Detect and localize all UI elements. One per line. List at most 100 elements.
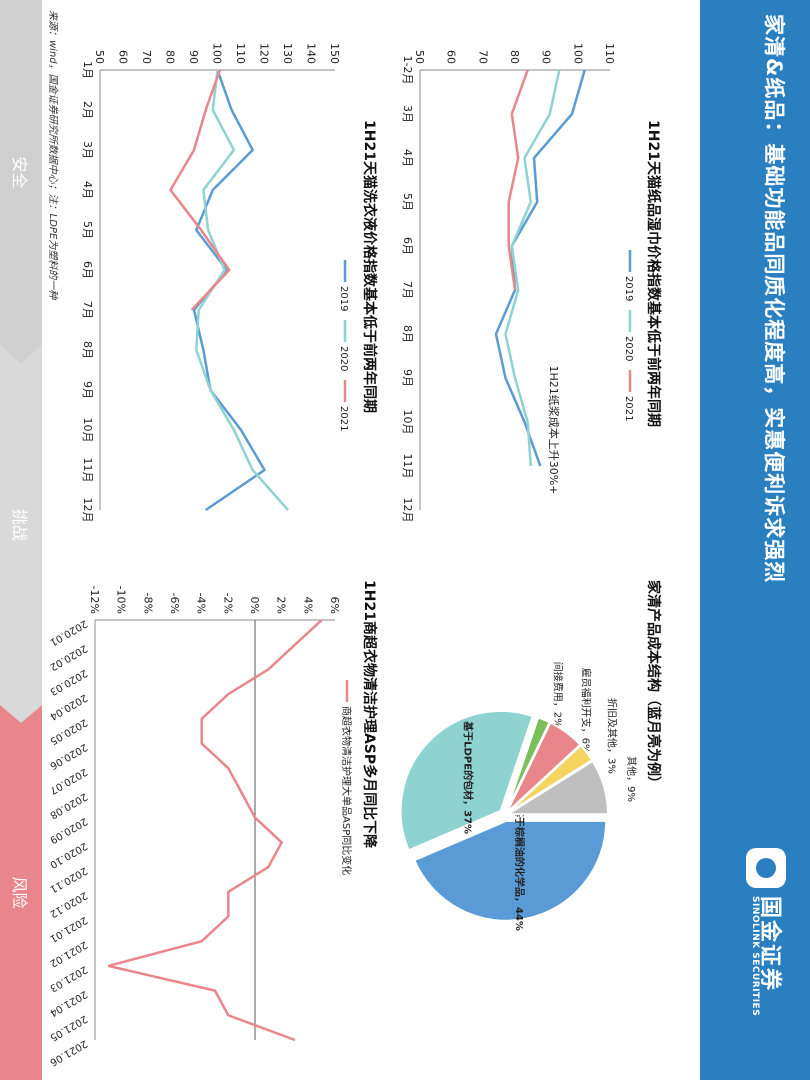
y-tick-label: -8% [141,593,154,614]
y-tick-label: 110 [603,43,616,64]
x-tick-label: 6月 [81,261,94,279]
company-logo: 国金证券 SINOLINK SECURITIES [734,848,790,1068]
y-tick-label: 2% [275,597,288,614]
asp-chart-title: 1H21商超衣物清洁护理ASP多月同比下降 [361,580,377,849]
series-line-2021 [168,69,231,311]
laundry-price-chart: 50 60 70 80 90 100 110 120 130 140 150 1月 2月 3月 4月 5月 6月… [55,20,355,540]
legend-label: 2019 [338,286,349,311]
x-tick-label: 6月 [401,237,414,255]
y-tick-label: 90 [540,50,553,64]
y-tick-label: 100 [571,43,584,64]
y-tick-label: 70 [140,50,153,64]
x-tick-label: 10月 [401,410,414,435]
pie-slice-1 [399,709,534,852]
legend-label: 2021 [338,406,349,431]
wipes-chart-svg: 50 60 70 80 90 100 110 1-2月 3月 4月 5月 6月 7月 8月 9月 10月 11月… [401,43,634,523]
y-tick-label: 50 [93,50,106,64]
y-tick-label: 120 [258,43,271,64]
y-tick-label: 150 [328,43,341,64]
x-tick-label: 8月 [401,325,414,343]
legend-label: 商超衣物清洁护理大单品ASP同比变化 [340,706,353,875]
x-tick-label: 8月 [81,341,94,359]
slide-header: 家清&纸品：基础功能品同质化程度高，实惠便利诉求强烈 国金证券 SINOLINK… [700,0,810,1080]
pie-label: 基于LDPE的包材，37% [462,720,475,834]
series-line-2019 [192,69,267,512]
y-tick-label: 130 [281,43,294,64]
x-tick-label: 3月 [401,105,414,123]
y-tick-label: -2% [221,593,234,614]
cost-structure-pie: 基于棕榈油的化学品，44% 基于LDPE的包材，37% 间接费用，2% 雇员福利开支，… [385,560,640,1070]
series-line-商超衣物清洁护理大单品ASP同比变化 [107,619,323,1042]
legend-label: 2021 [623,396,634,421]
y-tick-label: 100 [211,43,224,64]
pie-label: 雇员福利开支，6% [579,668,592,754]
logo-en-text: SINOLINK SECURITIES [750,896,760,1017]
y-tick-label: 4% [301,597,314,614]
chevron-right-icon [0,705,42,723]
y-tick-label: 60 [445,50,458,64]
y-tick-label: 140 [305,43,318,64]
x-tick-label: 4月 [401,149,414,167]
pie-slice-5 [504,759,609,816]
x-tick-label: 1月 [81,61,94,79]
source-note: 来源：wind，国金证券研究所数据中心；注：LDPE为塑料的一种 [47,10,58,300]
cost-annotation: 1H21纸浆成本上升30%+ [547,366,561,495]
series-line-2019 [494,69,586,467]
pie-label: 折旧及其他，3% [605,698,618,774]
logo-mark-icon [746,848,786,888]
y-tick-label: 70 [476,50,489,64]
y-tick-label: -6% [168,593,181,614]
slide-title: 家清&纸品：基础功能品同质化程度高，实惠便利诉求强烈 [762,14,786,584]
series-line-2020 [504,69,561,467]
x-tick-label: 1-2月 [401,56,414,85]
y-tick-label: -10% [115,586,128,614]
risk-bar: 安全 挑战 风险 [0,0,42,1080]
wipes-price-chart: 50 60 70 80 90 100 110 1-2月 3月 4月 5月 6月 7月 8月 9月 10月 11月… [385,20,640,540]
y-tick-label: 60 [117,50,130,64]
x-tick-label: 9月 [81,381,94,399]
laundry-chart-svg: 50 60 70 80 90 100 110 120 130 140 150 1月 2月 3月 4月 5月 6月… [81,43,349,523]
x-tick-label: 7月 [401,281,414,299]
x-tick-label: 5月 [81,221,94,239]
cost-chart-title: 家清产品成本结构（蓝月亮为例） [645,580,661,790]
chevron-right-icon [0,345,42,363]
x-tick-label: 12月 [81,498,94,523]
laundry-chart-title: 1H21天猫洗衣液价格指数基本低于前两年同期 [361,120,377,413]
pie-label: 其他，9% [625,756,638,802]
y-tick-label: 110 [234,43,247,64]
y-tick-label: 80 [164,50,177,64]
y-tick-label: 6% [328,597,341,614]
pie-label: 基于棕榈油的化学品，44% [513,806,526,931]
y-tick-label: 50 [413,50,426,64]
pie-slice-0 [412,819,608,922]
risk-bar-safe: 安全 [0,0,42,345]
x-tick-label: 11月 [81,458,94,483]
logo-cn-text: 国金证券 [757,896,782,993]
x-tick-label: 5月 [401,193,414,211]
asp-chart-svg: -12% -10% -8% -6% -4% -2% 0% 2% 4% 6%2020.012020.… [48,586,353,1068]
x-tick-label: 11月 [401,454,414,479]
pie-slice-4 [506,743,594,815]
x-tick-label: 7月 [81,301,94,319]
y-tick-label: 90 [187,50,200,64]
risk-bar-challenge: 挑战 [0,345,42,705]
x-tick-label: 4月 [81,181,94,199]
y-tick-label: -4% [195,593,208,614]
x-tick-label: 9月 [401,369,414,387]
y-tick-label: 80 [508,50,521,64]
legend-label: 2020 [623,336,634,361]
pie-label: 间接费用，2% [551,662,564,728]
asp-change-chart: -12% -10% -8% -6% -4% -2% 0% 2% 4% 6% 2020.01 2020.… [48,560,355,1070]
wipes-chart-title: 1H21天猫纸品湿巾价格指数基本低于前两年同期 [645,120,661,427]
y-tick-label: 0% [248,597,261,614]
x-tick-label: 2月 [81,101,94,119]
cost-chart-svg: 基于棕榈油的化学品，44% 基于LDPE的包材，37% 间接费用，2% 雇员福利开支，… [399,662,638,931]
y-tick-label: -12% [88,586,101,614]
risk-bar-risk: 风险 [0,705,42,1080]
x-tick-label: 3月 [81,141,94,159]
x-tick-label: 10月 [81,418,94,443]
legend-label: 2020 [338,346,349,371]
series-line-2021 [507,69,529,291]
